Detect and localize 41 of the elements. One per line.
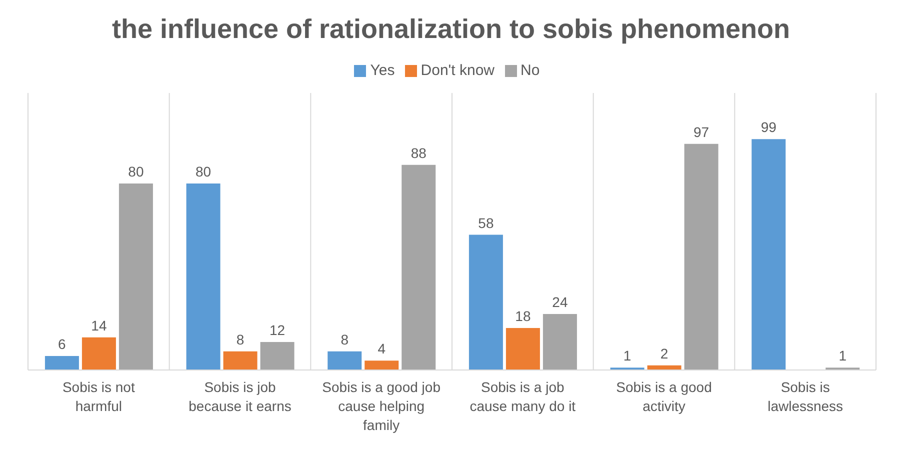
bar bbox=[328, 351, 362, 370]
bar bbox=[186, 183, 220, 370]
legend-label: Don't know bbox=[420, 62, 495, 79]
data-label: 80 bbox=[196, 163, 212, 180]
legend-label: No bbox=[520, 62, 540, 79]
data-label: 2 bbox=[660, 345, 668, 362]
data-label: 1 bbox=[838, 348, 847, 364]
data-label: 18 bbox=[515, 308, 531, 324]
x-tick-label: Sobis is not harmful bbox=[62, 379, 135, 414]
data-label: 14 bbox=[91, 317, 107, 334]
x-tick-label: Sobis is a job cause many do it bbox=[470, 379, 576, 414]
x-tick-label: Sobis is a good activity bbox=[616, 379, 712, 414]
bar bbox=[506, 328, 540, 370]
data-label: 58 bbox=[478, 214, 494, 231]
chart-title: the influence of rationalization to sobis phenomenon bbox=[110, 13, 792, 46]
bar bbox=[82, 337, 116, 370]
data-label: 99 bbox=[760, 119, 777, 136]
data-label: 80 bbox=[128, 163, 144, 180]
data-label: 6 bbox=[58, 336, 66, 352]
bar bbox=[402, 164, 436, 370]
bar bbox=[468, 234, 503, 370]
x-tick-label: Sobis is a good job cause helping family bbox=[322, 379, 441, 433]
bar bbox=[364, 360, 399, 370]
x-tick-label: Sobis is lawlessness bbox=[768, 379, 844, 414]
legend-label: Yes bbox=[370, 62, 395, 79]
x-tick-label: Sobis is job because it earns bbox=[188, 379, 292, 414]
data-label: 1 bbox=[623, 348, 632, 364]
bar bbox=[260, 342, 294, 370]
data-label: 12 bbox=[270, 322, 286, 338]
data-label: 4 bbox=[378, 340, 386, 357]
bar bbox=[223, 351, 258, 370]
bar bbox=[684, 144, 718, 370]
data-label: 88 bbox=[410, 144, 427, 161]
bar bbox=[752, 139, 786, 370]
data-label: 24 bbox=[552, 294, 568, 310]
bar bbox=[118, 183, 153, 370]
data-label: 97 bbox=[694, 124, 710, 140]
bar bbox=[44, 356, 79, 370]
data-label: 8 bbox=[340, 331, 349, 348]
data-label: 8 bbox=[236, 331, 244, 348]
bar bbox=[542, 314, 577, 370]
